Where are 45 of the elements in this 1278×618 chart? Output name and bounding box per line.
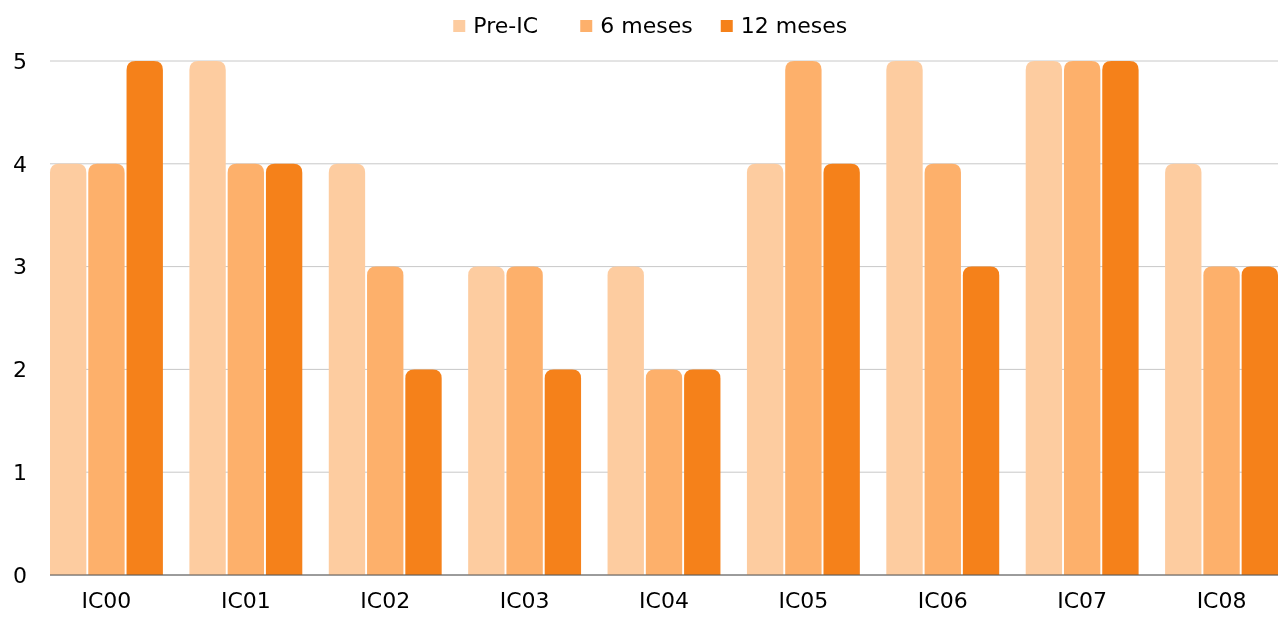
x-tick-label: IC02 xyxy=(360,588,411,613)
bar xyxy=(886,61,923,575)
y-tick-label: 1 xyxy=(13,459,27,485)
bar xyxy=(607,266,644,575)
legend-label: 6 meses xyxy=(600,13,693,38)
bar xyxy=(785,61,822,575)
y-tick-label: 5 xyxy=(13,48,27,74)
x-tick-label: IC03 xyxy=(499,588,550,613)
legend-label: 12 meses xyxy=(740,13,848,38)
bar xyxy=(405,369,442,575)
x-tick-label: IC07 xyxy=(1057,588,1108,613)
x-tick-label: IC08 xyxy=(1196,588,1247,613)
x-tick-label: IC04 xyxy=(639,588,689,613)
bar xyxy=(1102,61,1139,575)
bar xyxy=(645,369,683,575)
bar xyxy=(468,266,505,575)
bar xyxy=(746,163,784,575)
bar xyxy=(328,163,366,575)
bar xyxy=(88,163,125,575)
bar xyxy=(1025,61,1063,575)
bar xyxy=(924,163,961,575)
bar xyxy=(1063,61,1101,575)
bar xyxy=(367,266,404,575)
bar xyxy=(506,266,543,575)
bar xyxy=(544,369,582,575)
bar xyxy=(1203,266,1240,575)
bar xyxy=(189,61,226,575)
legend-label: Pre-IC xyxy=(473,13,539,38)
bar xyxy=(962,266,1000,575)
y-tick-label: 0 xyxy=(13,562,27,588)
y-tick-label: 2 xyxy=(13,357,27,383)
x-tick-label: IC06 xyxy=(917,588,968,613)
bar xyxy=(265,163,303,575)
x-tick-label: IC01 xyxy=(220,588,271,613)
bar xyxy=(227,163,265,575)
bar xyxy=(1241,266,1278,575)
y-tick-label: 4 xyxy=(13,151,27,177)
bar xyxy=(1165,163,1202,575)
bar xyxy=(126,61,163,575)
y-tick-label: 3 xyxy=(13,254,27,280)
x-tick-label: IC00 xyxy=(81,588,132,613)
bar xyxy=(684,369,721,575)
x-tick-label: IC05 xyxy=(778,588,829,613)
bar xyxy=(823,163,860,575)
bar xyxy=(50,163,87,575)
